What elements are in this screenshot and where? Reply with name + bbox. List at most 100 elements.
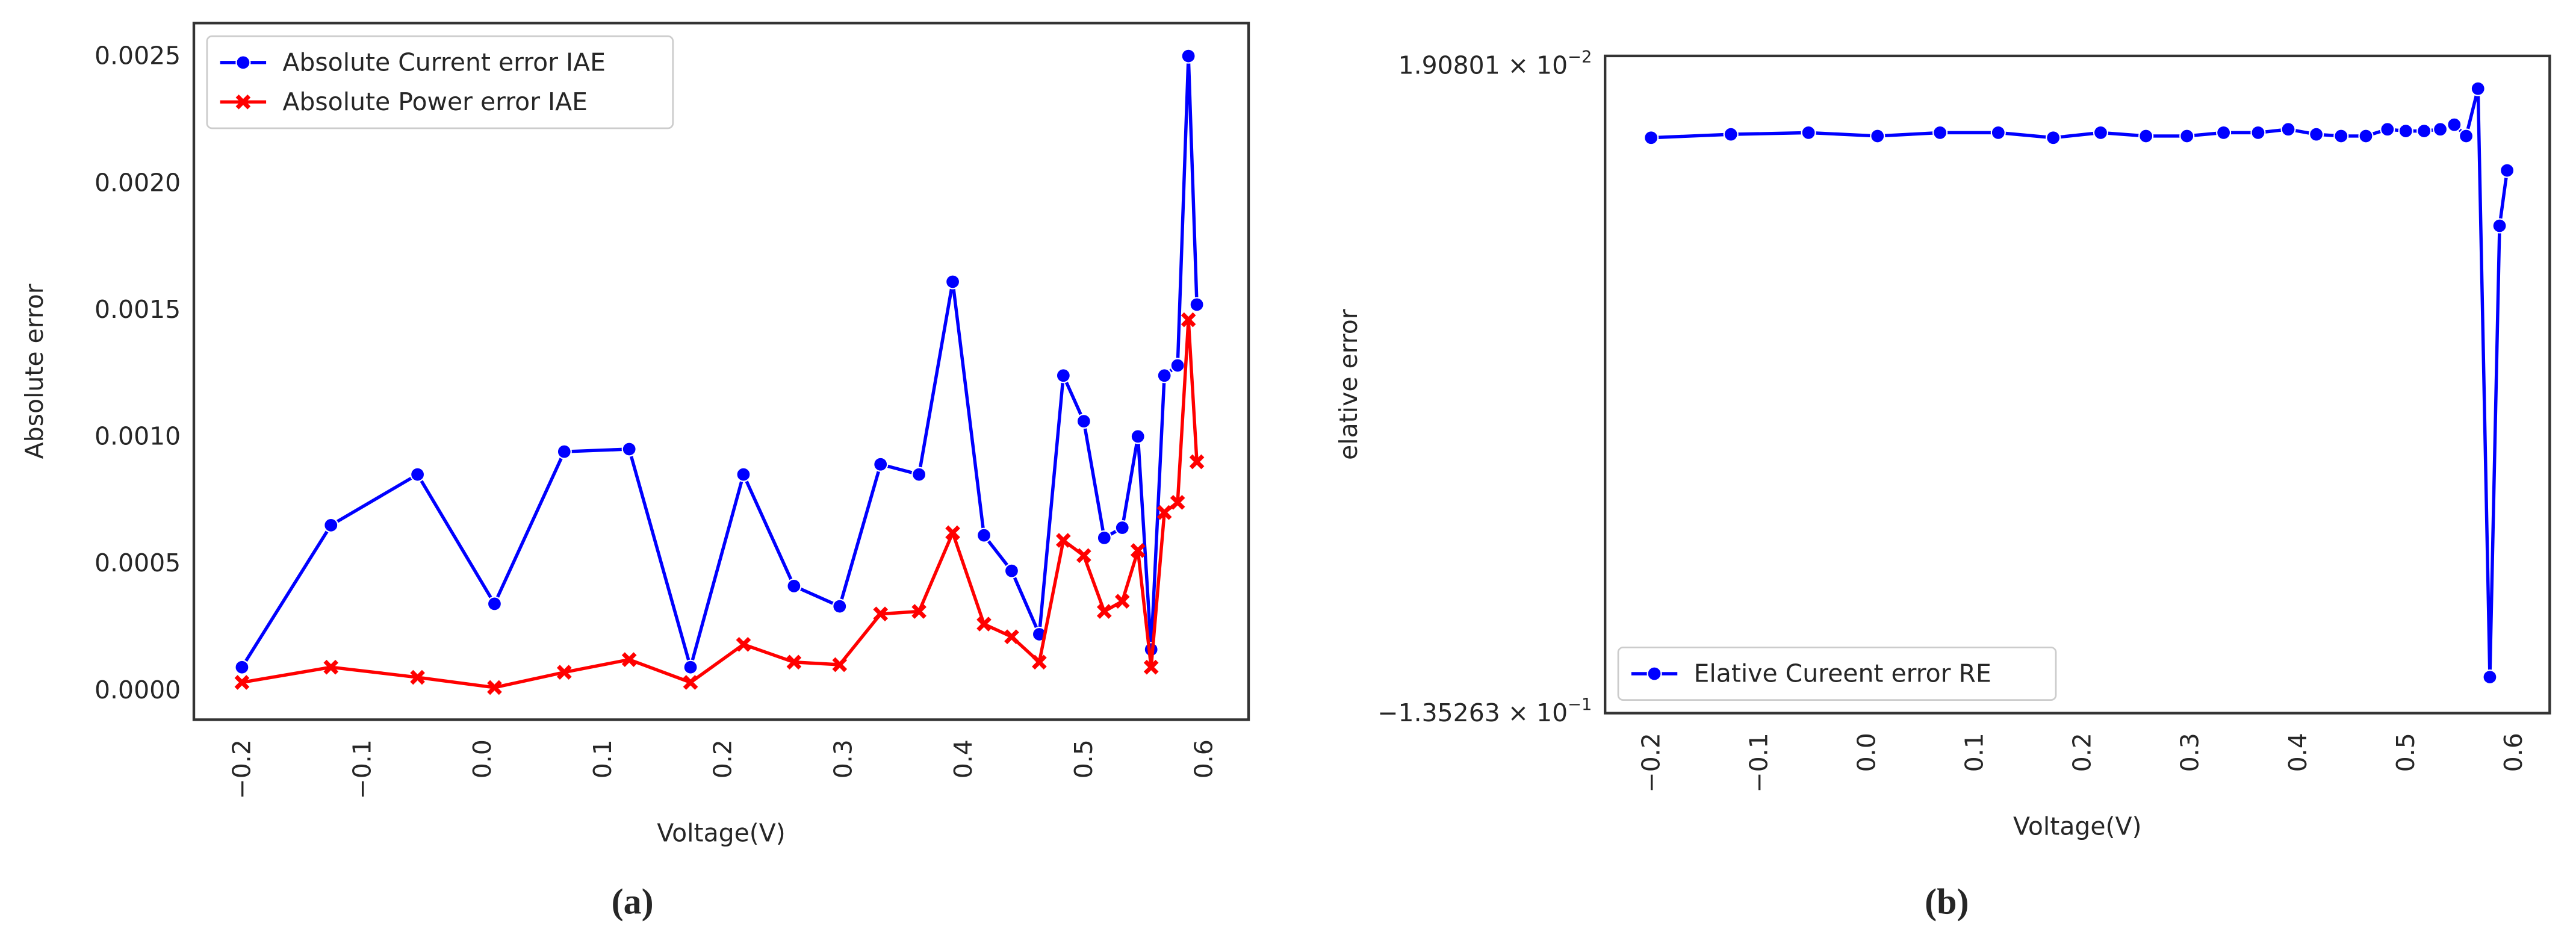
x-axis-label: Voltage(V)	[2013, 812, 2141, 840]
tick-text: 0.0000	[95, 676, 181, 704]
tick-text: 0.0015	[95, 295, 181, 324]
x-tick-label: 0.6	[2499, 733, 2528, 772]
marker	[2492, 218, 2507, 234]
tick-text: 0.0005	[95, 548, 181, 577]
marker	[945, 274, 961, 290]
tick-text: 0.0020	[95, 168, 181, 197]
marker	[556, 665, 572, 680]
marker	[1004, 563, 1020, 579]
tick-exponent: −2	[1568, 48, 1592, 67]
marker	[2216, 125, 2232, 140]
marker	[235, 55, 251, 70]
x-tick-label: 0.2	[2068, 733, 2097, 772]
marker	[2398, 123, 2413, 139]
marker	[2046, 130, 2061, 146]
marker	[2482, 669, 2498, 685]
marker	[873, 456, 889, 472]
plot-frame	[192, 22, 1250, 721]
caption: (a)	[612, 881, 654, 921]
marker	[976, 617, 992, 632]
marker	[234, 675, 250, 690]
marker	[1181, 48, 1196, 64]
marker	[1181, 312, 1196, 328]
marker	[1801, 125, 1816, 140]
marker	[1643, 130, 1659, 146]
marker	[1189, 454, 1205, 470]
x-axis-label: Voltage(V)	[657, 818, 785, 847]
marker	[1032, 654, 1047, 670]
tick-text: 1.90801 × 10	[1398, 51, 1568, 80]
marker	[1130, 429, 1146, 444]
marker	[2333, 128, 2349, 144]
marker	[873, 606, 889, 622]
marker	[1143, 659, 1159, 675]
marker	[786, 578, 802, 594]
marker	[2093, 125, 2108, 140]
x-tick-label: 0.1	[1960, 733, 1989, 772]
marker	[2416, 123, 2432, 139]
marker	[1990, 125, 2006, 140]
y-tick-label: 1.90801 × 10−2	[1398, 48, 1592, 80]
marker	[1870, 128, 1885, 144]
marker	[2470, 81, 2486, 96]
x-tick-label: 0.6	[1190, 739, 1218, 778]
tick-text: 0.0025	[95, 42, 181, 70]
marker	[683, 675, 698, 690]
legend-label: Elative Cureent error RE	[1694, 659, 1991, 688]
marker	[832, 598, 848, 614]
marker	[1096, 604, 1112, 619]
marker	[323, 659, 339, 675]
marker	[736, 467, 751, 482]
marker	[1646, 666, 1662, 682]
x-tick-label: 0.3	[2176, 733, 2205, 772]
marker	[1056, 533, 1071, 548]
y-tick-label: 0.0025	[95, 42, 181, 70]
marker	[2138, 128, 2154, 144]
marker	[2380, 122, 2395, 137]
marker	[1156, 505, 1172, 520]
x-tick-label: 0.5	[2391, 733, 2420, 772]
y-tick-label: 0.0005	[95, 548, 181, 577]
marker	[2280, 122, 2296, 137]
marker	[621, 652, 637, 667]
marker	[2179, 128, 2195, 144]
marker	[1130, 543, 1146, 558]
x-tick-label: 0.3	[828, 739, 857, 778]
marker	[945, 525, 960, 541]
marker	[2458, 128, 2474, 144]
y-tick-label: 0.0010	[95, 422, 181, 451]
marker	[487, 680, 502, 695]
series-line	[240, 54, 1199, 669]
legend-label: Absolute Current error IAE	[282, 48, 606, 76]
marker	[1932, 125, 1948, 140]
marker	[234, 659, 250, 675]
x-tick-label: −0.2	[228, 739, 256, 799]
marker	[786, 654, 802, 670]
legend-label: Absolute Power error IAE	[282, 87, 588, 116]
x-tick-label: −0.1	[347, 739, 376, 799]
marker	[2447, 117, 2462, 132]
legend-box	[206, 35, 674, 129]
x-tick-label: 0.4	[949, 739, 978, 778]
marker	[2358, 128, 2374, 144]
plot-frame	[1604, 54, 2551, 715]
marker	[911, 604, 926, 619]
marker	[1723, 126, 1739, 142]
marker	[2250, 125, 2266, 140]
marker	[556, 444, 572, 459]
series-line	[241, 318, 1199, 689]
marker	[832, 657, 848, 673]
y-tick-label: 0.0020	[95, 168, 181, 197]
marker	[736, 636, 751, 652]
x-tick-label: 0.0	[1852, 733, 1881, 772]
x-tick-label: −0.2	[1636, 733, 1665, 792]
tick-exponent: −1	[1568, 695, 1592, 714]
marker	[976, 527, 992, 543]
marker	[621, 441, 637, 457]
tick-text: 0.0010	[95, 422, 181, 451]
marker	[2309, 126, 2324, 142]
y-tick-label: −1.35263 × 10−1	[1377, 695, 1592, 727]
x-tick-label: 0.1	[588, 739, 617, 778]
x-tick-label: 0.0	[468, 739, 497, 778]
